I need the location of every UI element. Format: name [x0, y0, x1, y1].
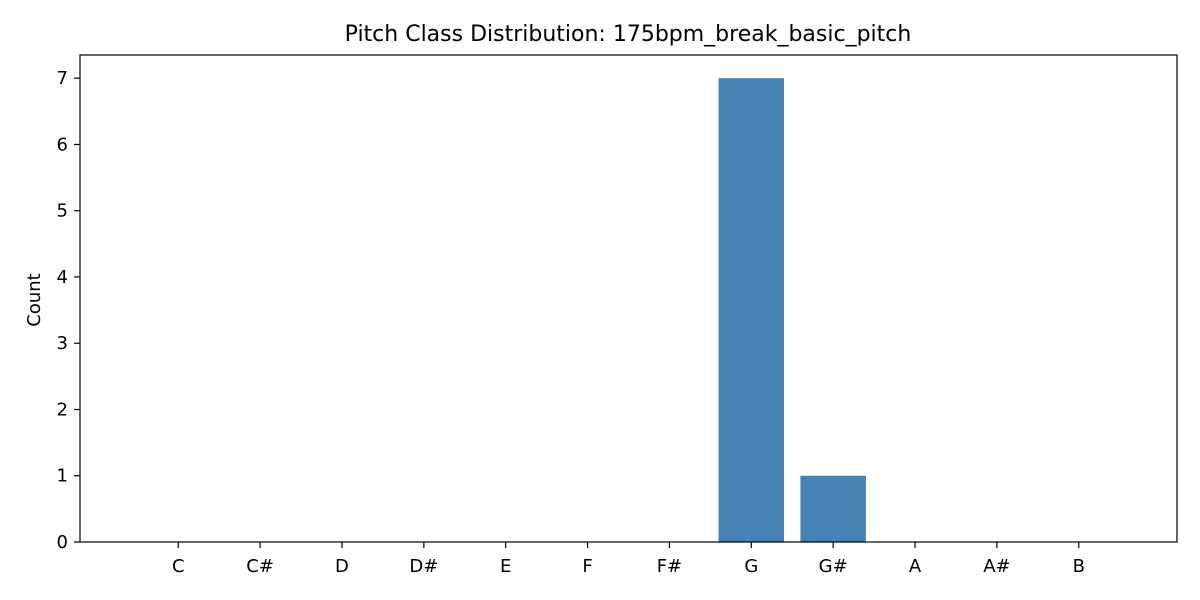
y-tick-label: 5: [57, 201, 68, 222]
x-tick-label: D: [335, 556, 349, 577]
y-tick-label: 1: [57, 466, 68, 487]
x-tick-label: B: [1073, 556, 1085, 577]
y-tick-label: 6: [57, 134, 68, 155]
chart-title: Pitch Class Distribution: 175bpm_break_b…: [345, 22, 912, 47]
x-tick-label: F: [582, 556, 592, 577]
y-tick-label: 3: [57, 333, 68, 354]
x-axis: C C# D D# E F F# G G# A A# B: [172, 542, 1085, 577]
plot-frame: [79, 54, 1178, 543]
x-tick-label: C#: [246, 556, 274, 577]
x-tick-label: E: [500, 556, 511, 577]
x-tick-label: C: [172, 556, 185, 577]
x-tick-label: A#: [983, 556, 1010, 577]
bars-group: [718, 78, 866, 542]
x-tick-label: F#: [657, 556, 682, 577]
x-tick-label: G: [744, 556, 758, 577]
x-tick-label: G#: [819, 556, 848, 577]
bar-G#: [800, 475, 866, 542]
y-axis-label: Count: [24, 273, 45, 326]
x-tick-label: A: [909, 556, 922, 577]
y-tick-label: 4: [57, 267, 68, 288]
y-tick-label: 0: [57, 532, 68, 553]
y-tick-label: 2: [57, 399, 68, 420]
y-tick-label: 7: [57, 68, 68, 89]
bar-G: [718, 78, 785, 542]
y-axis: 0 1 2 3 4 5 6 7: [57, 68, 80, 553]
x-tick-label: D#: [409, 556, 438, 577]
